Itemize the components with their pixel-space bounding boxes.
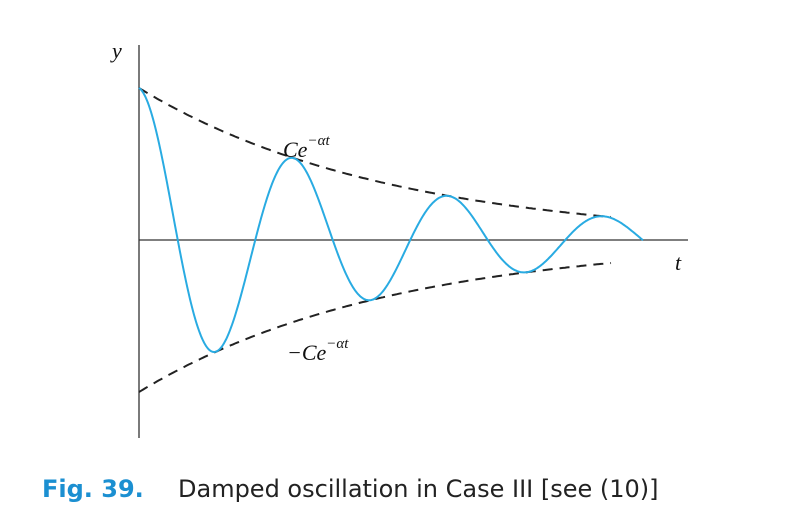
upper-envelope <box>138 87 612 218</box>
upper-label: Ce−αt <box>283 133 330 162</box>
lower-label: −Ce−αt <box>287 336 349 365</box>
caption: Fig. 39. Damped oscillation in Case III [… <box>42 475 659 503</box>
caption-number: Fig. 39. <box>42 475 144 503</box>
upper-label-base: Ce <box>283 137 308 162</box>
caption-text: Damped oscillation in Case III [see (10)… <box>178 475 659 503</box>
t-axis-label: t <box>675 250 682 275</box>
lower-envelope <box>138 262 612 393</box>
damped-oscillation <box>138 87 644 354</box>
y-axis-label: y <box>110 38 122 63</box>
upper-label-exponent: −αt <box>307 133 330 149</box>
lower-label-exponent: −αt <box>326 336 349 352</box>
lower-label-base: −Ce <box>287 340 327 365</box>
